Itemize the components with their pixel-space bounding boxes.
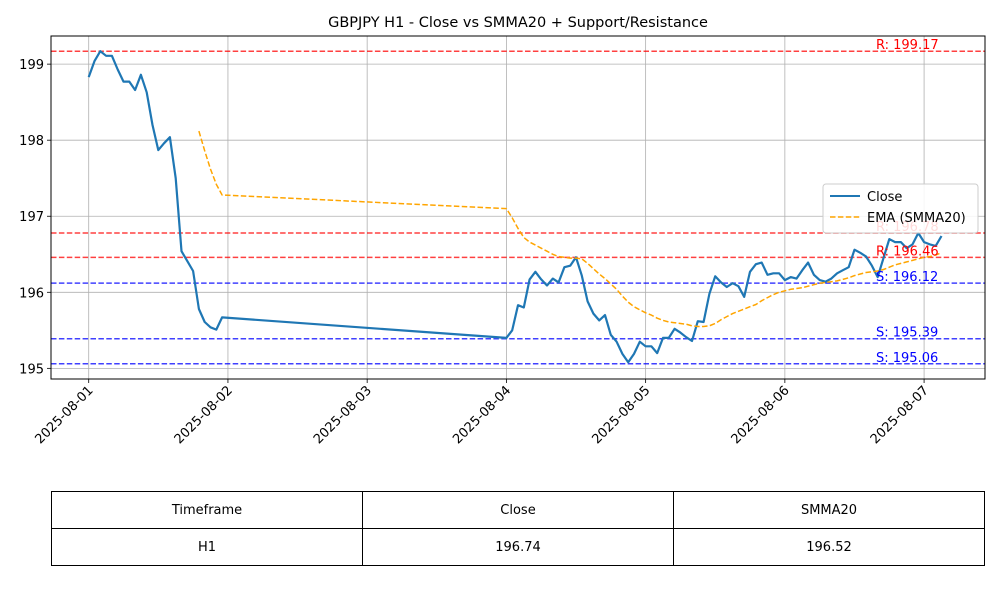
- table-cell: H1: [51, 528, 363, 566]
- resistance-level-label: R: 199.17: [876, 38, 939, 53]
- table-header-cell: SMMA20: [673, 491, 985, 529]
- price-chart: GBPJPY H1 - Close vs SMMA20 + Support/Re…: [19, 15, 986, 447]
- x-tick-label: 2025-08-02: [172, 383, 236, 447]
- x-tick-label: 2025-08-05: [589, 383, 653, 447]
- resistance-level-label: R: 196.46: [876, 244, 939, 259]
- y-tick-label: 196: [19, 286, 44, 301]
- x-tick-label: 2025-08-06: [729, 383, 793, 447]
- legend-smma-label: EMA (SMMA20): [867, 211, 966, 226]
- table-cell: 196.52: [673, 528, 985, 566]
- chart-title: GBPJPY H1 - Close vs SMMA20 + Support/Re…: [328, 15, 708, 31]
- x-tick-label: 2025-08-03: [311, 383, 375, 447]
- y-tick-label: 197: [19, 210, 44, 225]
- y-tick-label: 195: [19, 362, 44, 377]
- summary-table: Timeframe Close SMMA20 H1 196.74 196.52: [51, 491, 985, 566]
- support-level-label: S: 195.39: [876, 326, 938, 341]
- series-lines: [87, 50, 943, 364]
- smma20-line: [198, 130, 942, 328]
- table-cell: 196.74: [362, 528, 674, 566]
- table-header-row: Timeframe Close SMMA20: [51, 491, 985, 529]
- legend: Close EMA (SMMA20): [822, 183, 979, 234]
- y-tick-label: 198: [19, 134, 44, 149]
- table-header-cell: Close: [362, 491, 674, 529]
- table-row: H1 196.74 196.52: [51, 528, 985, 566]
- plot-frame: [50, 35, 986, 380]
- support-level-label: S: 195.06: [876, 351, 938, 366]
- table-header-cell: Timeframe: [51, 491, 363, 529]
- close-price-line: [87, 50, 943, 364]
- x-tick-label: 2025-08-07: [868, 383, 932, 447]
- x-tick-label: 2025-08-04: [450, 383, 514, 447]
- legend-close-label: Close: [867, 190, 902, 205]
- y-tick-label: 199: [19, 58, 44, 73]
- support-level-label: S: 196.12: [876, 270, 938, 285]
- x-tick-label: 2025-08-01: [32, 383, 96, 447]
- legend-box: [822, 183, 979, 234]
